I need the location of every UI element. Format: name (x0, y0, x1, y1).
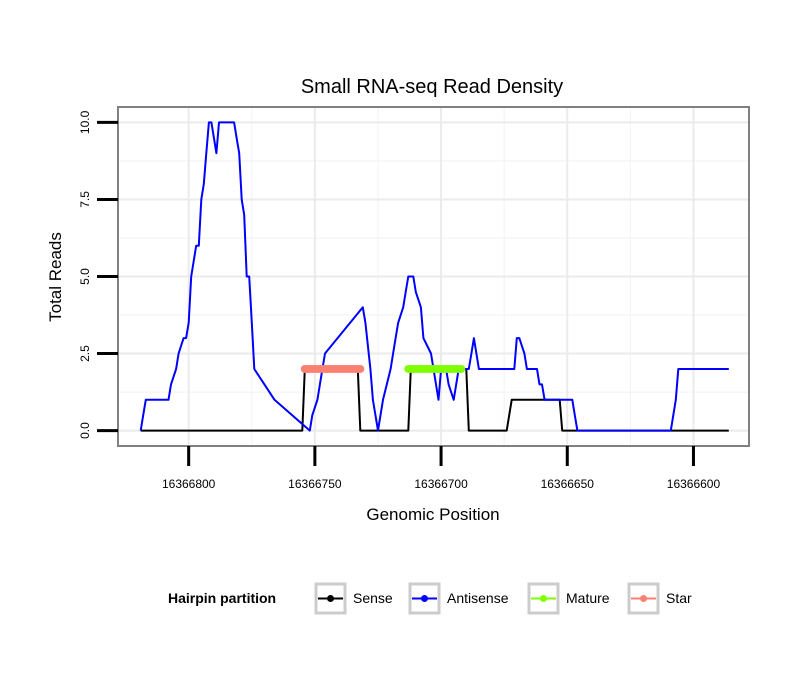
legend: Hairpin partition Sense Antisense Mature St… (168, 582, 692, 615)
plot-panel (117, 106, 750, 447)
x-tick-label: 16366700 (414, 477, 468, 491)
x-tick-label: 16366650 (541, 477, 595, 491)
y-axis-label: Total Reads (46, 232, 65, 322)
x-tick-label: 16366800 (162, 477, 216, 491)
legend-key-point (640, 595, 647, 602)
x-axis: 16366800 16366750 16366700 16366650 16366600 (162, 446, 721, 491)
chart-title: Small RNA-seq Read Density (301, 76, 563, 98)
series-layer (139, 121, 729, 432)
y-tick-label: 5.0 (78, 268, 92, 285)
series-points-star (300, 364, 365, 373)
legend-item-star: Star (627, 582, 692, 615)
y-tick-label: 2.5 (78, 345, 92, 362)
point-mature (457, 364, 466, 373)
legend-label: Sense (353, 590, 393, 606)
legend-key-point (327, 595, 334, 602)
x-tick-label: 16366750 (288, 477, 342, 491)
point-star (356, 364, 365, 373)
legend-key-point (421, 595, 428, 602)
x-tick-label: 16366600 (667, 477, 721, 491)
legend-label: Mature (566, 590, 610, 606)
legend-item-mature: Mature (527, 582, 610, 615)
grid (118, 107, 749, 446)
legend-title: Hairpin partition (168, 590, 276, 606)
legend-item-antisense: Antisense (408, 582, 509, 615)
x-axis-label: Genomic Position (366, 505, 499, 524)
legend-key-point (540, 595, 547, 602)
legend-items: Sense Antisense Mature Star (314, 582, 692, 615)
series-points-mature (404, 364, 466, 373)
y-tick-label: 7.5 (78, 191, 92, 208)
y-tick-label: 0.0 (78, 422, 92, 439)
legend-label: Antisense (447, 590, 509, 606)
legend-item-sense: Sense (314, 582, 393, 615)
series-line-antisense (139, 121, 729, 432)
legend-label: Star (666, 590, 692, 606)
y-tick-label: 10.0 (78, 110, 92, 134)
y-axis: 0.0 2.5 5.0 7.5 10.0 (78, 110, 118, 439)
